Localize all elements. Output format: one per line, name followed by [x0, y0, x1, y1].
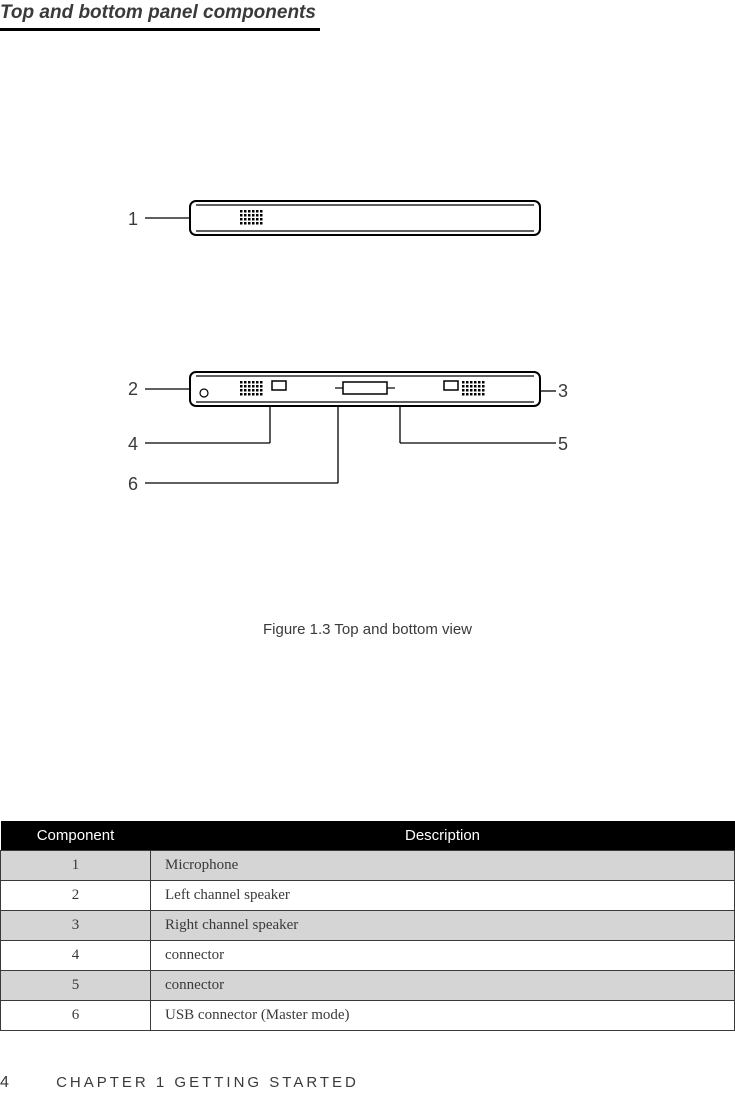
callout-1: 1 — [128, 209, 138, 230]
table-cell-num: 4 — [1, 941, 151, 971]
table-cell-desc: USB connector (Master mode) — [151, 1001, 735, 1031]
table-row: 1 Microphone — [1, 851, 735, 881]
components-table: Component Description 1 Microphone 2 Lef… — [0, 821, 735, 1031]
table-row: 5 connector — [1, 971, 735, 1001]
table-row: 3 Right channel speaker — [1, 911, 735, 941]
callout-6: 6 — [128, 474, 138, 495]
table-row: 6 USB connector (Master mode) — [1, 1001, 735, 1031]
callout-3: 3 — [558, 381, 568, 402]
table-header-description: Description — [151, 821, 735, 851]
page-footer: 4 CHAPTER 1 GETTING STARTED — [0, 1074, 359, 1092]
callout-4: 4 — [128, 434, 138, 455]
table-cell-desc: connector — [151, 971, 735, 1001]
section-title: Top and bottom panel components — [0, 0, 320, 31]
table-row: 4 connector — [1, 941, 735, 971]
table-cell-desc: Left channel speaker — [151, 881, 735, 911]
table-cell-desc: Microphone — [151, 851, 735, 881]
table-header-component: Component — [1, 821, 151, 851]
callout-5: 5 — [558, 434, 568, 455]
panel-diagram — [0, 31, 735, 551]
table-cell-desc: Right channel speaker — [151, 911, 735, 941]
table-cell-num: 3 — [1, 911, 151, 941]
table-cell-num: 1 — [1, 851, 151, 881]
page-number: 4 — [0, 1074, 9, 1091]
table-cell-num: 5 — [1, 971, 151, 1001]
diagram-area: 1 2 3 4 5 6 Figure 1.3 Top and bottom vi… — [0, 31, 735, 671]
chapter-label: CHAPTER 1 GETTING STARTED — [56, 1074, 359, 1091]
callout-2: 2 — [128, 379, 138, 400]
table-cell-desc: connector — [151, 941, 735, 971]
table-row: 2 Left channel speaker — [1, 881, 735, 911]
table-cell-num: 2 — [1, 881, 151, 911]
figure-caption: Figure 1.3 Top and bottom view — [0, 621, 735, 638]
table-cell-num: 6 — [1, 1001, 151, 1031]
